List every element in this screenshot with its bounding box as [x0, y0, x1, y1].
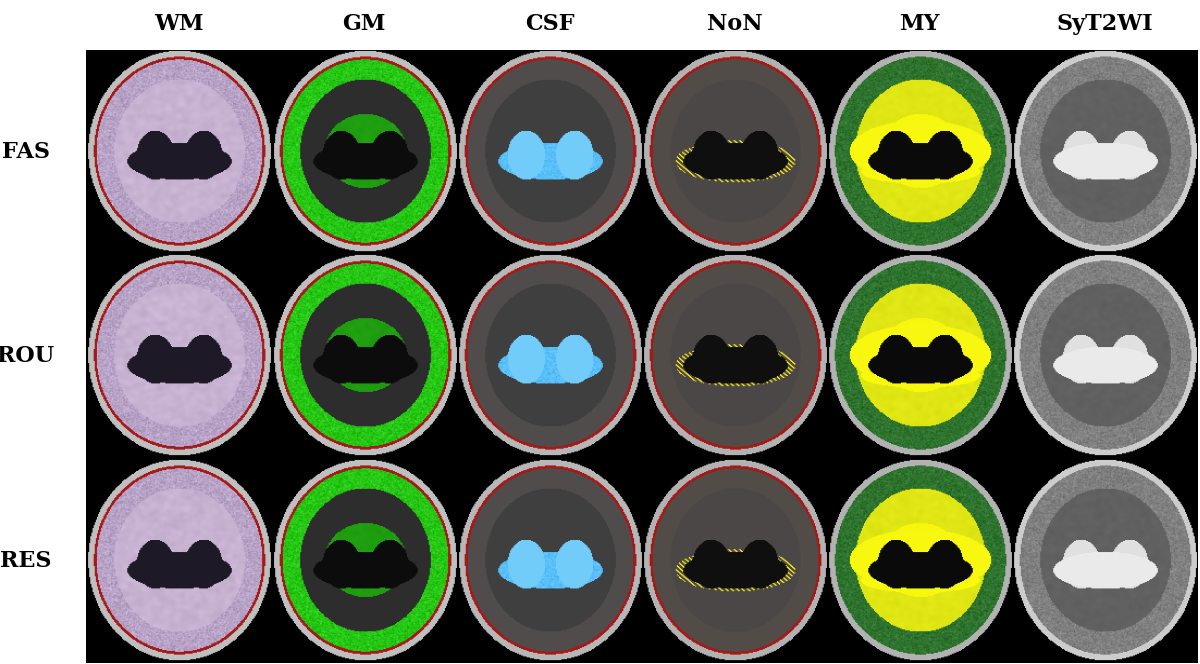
- Text: NoN: NoN: [707, 13, 762, 35]
- Text: MY: MY: [900, 13, 940, 35]
- Text: GM: GM: [342, 13, 386, 35]
- Text: ROU: ROU: [0, 345, 54, 367]
- Text: CSF: CSF: [524, 13, 574, 35]
- Text: FAS: FAS: [2, 141, 50, 163]
- Text: SyT2WI: SyT2WI: [1057, 13, 1153, 35]
- Text: RES: RES: [0, 550, 52, 572]
- Text: WM: WM: [155, 13, 204, 35]
